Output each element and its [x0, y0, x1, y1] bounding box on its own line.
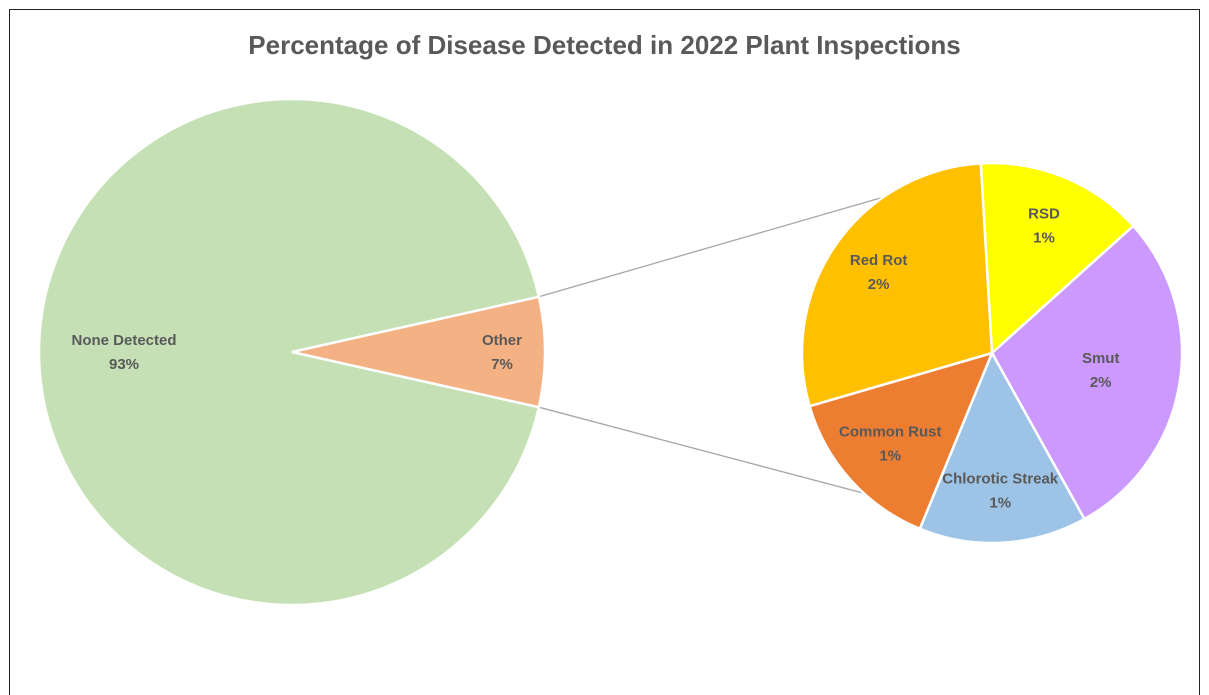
sub-slice-red-rot — [800, 162, 994, 408]
sub-slice-smut — [990, 224, 1184, 521]
connector-line-top — [538, 189, 909, 298]
sub-label-smut: Smut 2% — [1082, 350, 1120, 391]
slice-category: Other — [482, 332, 522, 349]
sub-label-common-rust: Common Rust 1% — [839, 423, 942, 464]
sub-label-chlorotic-streak: Chlorotic Streak 1% — [942, 470, 1059, 511]
slice-percent: 1% — [879, 447, 901, 464]
slice-percent: 93% — [109, 356, 139, 373]
sub-slice-chlorotic-streak — [918, 350, 1087, 545]
sub-label-rsd: RSD 1% — [1028, 205, 1060, 246]
secondary-pie — [800, 161, 1184, 545]
slice-category: Common Rust — [839, 423, 942, 440]
sub-label-red-rot: Red Rot 2% — [850, 252, 908, 293]
main-slice-other — [291, 295, 547, 409]
slice-labels: None Detected 93% Other 7% RSD 1% Smut 2% Chloro… — [71, 205, 1119, 511]
chart-title: Percentage of Disease Detected in 2022 P… — [248, 30, 961, 60]
connector-lines — [538, 189, 909, 506]
slice-percent: 1% — [1033, 229, 1055, 246]
slice-category: None Detected — [71, 332, 176, 349]
slice-percent: 2% — [1090, 374, 1112, 391]
slice-percent: 1% — [989, 494, 1011, 511]
connector-line-bottom — [538, 406, 909, 506]
slice-category: RSD — [1028, 205, 1060, 222]
slice-percent: 2% — [868, 276, 890, 293]
slice-category: Red Rot — [850, 252, 908, 269]
main-label-other: Other 7% — [482, 332, 522, 373]
main-pie — [37, 97, 547, 607]
slice-category: Chlorotic Streak — [942, 470, 1059, 487]
slice-percent: 7% — [491, 356, 513, 373]
slice-category: Smut — [1082, 350, 1120, 367]
main-slice-none-detected — [37, 97, 541, 607]
sub-slice-common-rust — [808, 351, 995, 531]
sub-slice-rsd — [979, 161, 1136, 356]
main-label-none-detected: None Detected 93% — [71, 332, 176, 373]
